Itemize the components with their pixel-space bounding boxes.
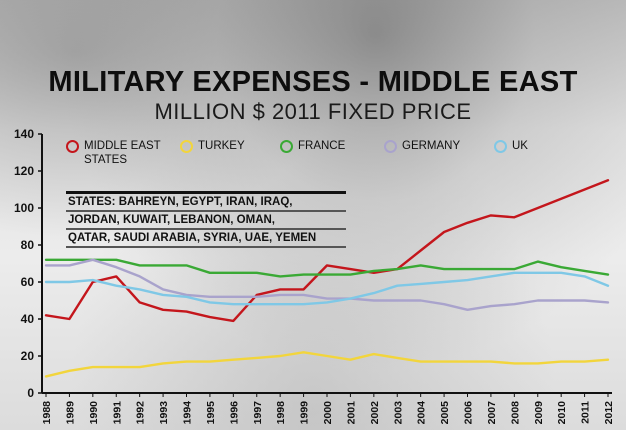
- x-tick-label: 2006: [463, 401, 475, 425]
- legend-item-middle-east: MIDDLE EAST STATES: [66, 139, 174, 167]
- y-tick-label: 40: [21, 312, 35, 326]
- series-line-germany: [44, 258, 610, 311]
- legend-marker: [494, 140, 507, 153]
- y-tick-label: 100: [14, 201, 34, 215]
- x-tick-label: 2011: [580, 401, 592, 424]
- series-line-france: [44, 258, 610, 278]
- legend-marker: [384, 140, 397, 153]
- x-tick-label: 1993: [158, 401, 170, 425]
- x-tick-label: 1996: [228, 401, 240, 425]
- legend-marker: [280, 140, 293, 153]
- x-tick-label: 2012: [603, 401, 615, 425]
- x-tick-label: 1991: [111, 401, 123, 425]
- legend-item-uk: UK: [494, 139, 528, 153]
- x-tick-label: 1998: [275, 401, 287, 425]
- legend-label: GERMANY: [402, 140, 461, 152]
- states-note-label: STATES:: [68, 196, 116, 208]
- legend-label: MIDDLE EAST STATES: [84, 140, 161, 166]
- x-tick-label: 1990: [88, 401, 100, 425]
- x-tick-label: 1992: [135, 401, 147, 425]
- x-tick-label: 2002: [369, 401, 381, 425]
- y-tick-label: 120: [14, 164, 34, 178]
- legend-label: UK: [512, 140, 528, 152]
- states-note: STATES: BAHREYN, EGYPT, IRAN, IRAQ, JORD…: [66, 191, 346, 248]
- legend-label: FRANCE: [298, 140, 346, 152]
- x-tick-label: 2004: [416, 401, 428, 425]
- x-tick-label: 1994: [182, 401, 194, 425]
- x-tick-label: 1989: [64, 401, 76, 425]
- x-tick-label: 1999: [299, 401, 311, 425]
- x-tick-label: 2007: [486, 401, 498, 425]
- x-tick-label: 2003: [392, 401, 404, 425]
- x-tick-label: 2005: [439, 401, 451, 425]
- y-tick-label: 60: [21, 275, 35, 289]
- series-line-turkey: [44, 351, 610, 378]
- series-line-middle-east-states: [44, 179, 610, 323]
- x-tick-label: 2001: [345, 401, 357, 425]
- x-tick-label: 2008: [509, 401, 521, 425]
- y-tick-label: 0: [27, 386, 34, 400]
- x-tick-label: 1988: [41, 401, 53, 425]
- legend-label: TURKEY: [198, 140, 245, 152]
- legend-item-turkey: TURKEY: [180, 139, 245, 153]
- x-tick-label: 2009: [533, 401, 545, 425]
- legend-item-germany: GERMANY: [384, 139, 460, 153]
- x-tick-label: 1997: [252, 401, 264, 425]
- series-line-uk: [44, 271, 610, 306]
- x-tick-label: 2000: [322, 401, 334, 425]
- x-tick-label: 2010: [556, 401, 568, 425]
- legend-marker: [180, 140, 193, 153]
- states-note-text: BAHREYN, EGYPT, IRAN, IRAQ,: [118, 196, 293, 208]
- chart-subtitle: MILLION $ 2011 FIXED PRICE: [154, 99, 472, 124]
- x-tick-label: 1995: [205, 401, 217, 425]
- legend-marker: [66, 140, 79, 153]
- states-note-line-2: JORDAN, KUWAIT, LEBANON, OMAN,: [66, 212, 346, 230]
- y-tick-label: 20: [21, 349, 35, 363]
- chart-title: MILITARY EXPENSES - MIDDLE EAST: [48, 66, 578, 98]
- states-note-line-3: QATAR, SAUDI ARABIA, SYRIA, UAE, YEMEN: [66, 230, 346, 248]
- y-tick-label: 140: [14, 127, 34, 141]
- y-tick-label: 80: [21, 238, 35, 252]
- legend-item-france: FRANCE: [280, 139, 345, 153]
- states-note-line-1: STATES: BAHREYN, EGYPT, IRAN, IRAQ,: [66, 191, 346, 212]
